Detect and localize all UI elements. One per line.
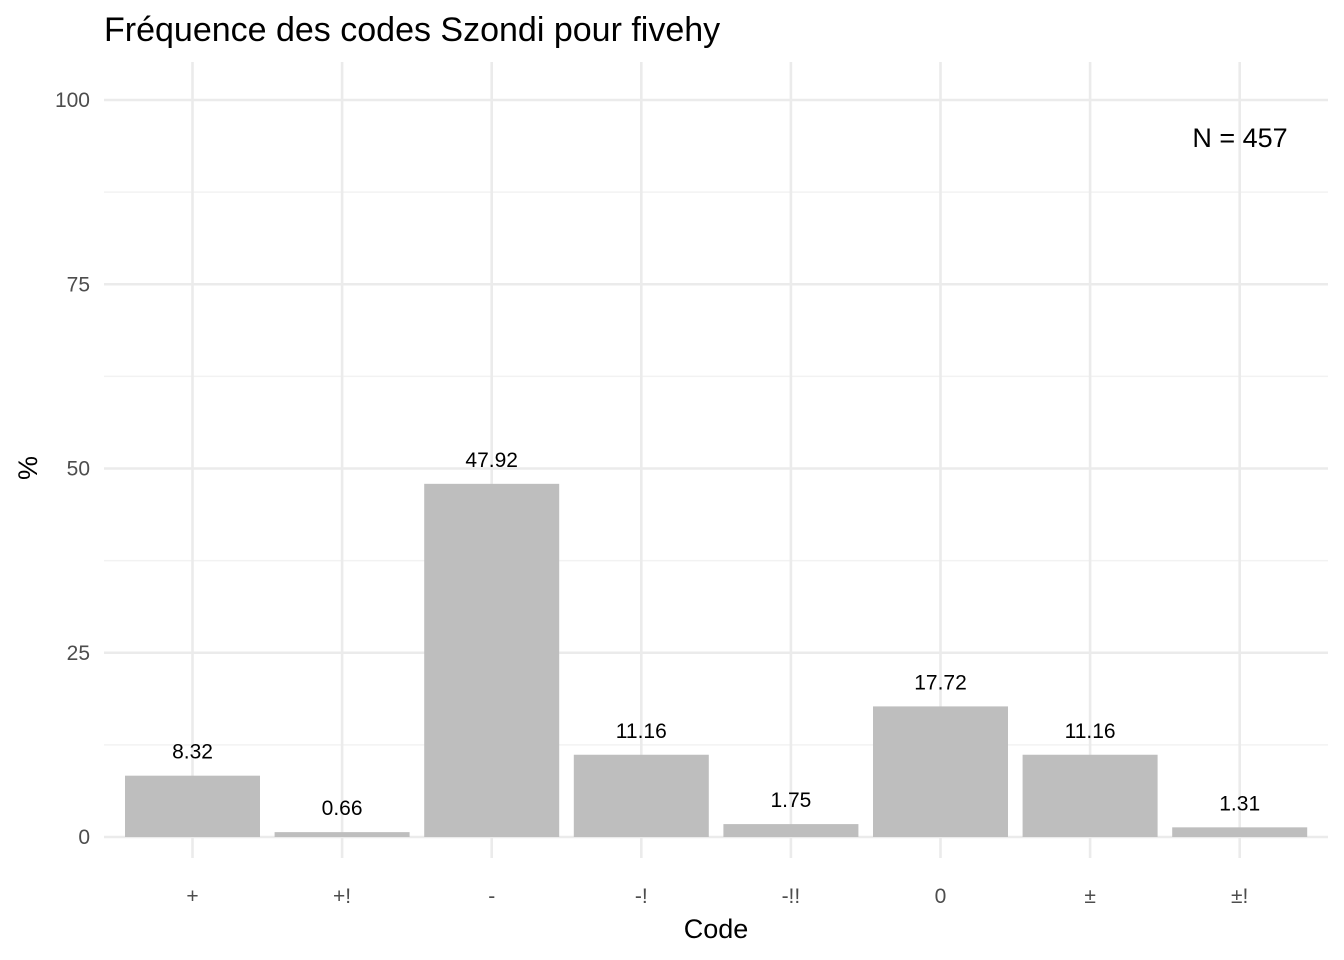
y-axis-title: %: [13, 456, 43, 480]
bar: [873, 706, 1008, 837]
data-label: 47.92: [465, 449, 518, 472]
data-labels: 8.32 0.66 47.92 11.16 1.75 17.72 11.16 1.31: [172, 449, 1260, 820]
data-label: 11.16: [616, 720, 667, 743]
x-tick-label: +!: [333, 885, 351, 908]
y-tick-label: 75: [67, 273, 90, 296]
x-tick-label: +: [186, 885, 198, 908]
data-label: 17.72: [914, 671, 967, 694]
x-tick-label: -!!: [782, 885, 801, 908]
x-tick-label: ±!: [1231, 885, 1248, 908]
bar: [424, 483, 560, 837]
x-tick-label: ±: [1084, 885, 1096, 908]
data-label: 11.16: [1065, 720, 1116, 743]
y-tick-label: 25: [67, 642, 90, 665]
data-label: 1.31: [1219, 792, 1260, 815]
bar: [1172, 827, 1308, 837]
bar: [723, 824, 859, 837]
y-tick-label: 0: [78, 826, 90, 849]
grid: [104, 62, 1328, 858]
y-tick-label: 100: [55, 89, 90, 112]
bar: [125, 775, 260, 837]
bar: [274, 832, 410, 837]
sample-size-annotation: N = 457: [1192, 123, 1287, 153]
x-axis-title: Code: [684, 914, 749, 944]
chart-title: Fréquence des codes Szondi pour fivehy: [104, 11, 720, 49]
x-tick-label: 0: [935, 885, 947, 908]
x-tick-label: -!: [635, 885, 648, 908]
data-label: 0.66: [322, 797, 363, 820]
data-label: 8.32: [172, 741, 213, 764]
y-tick-label: 50: [67, 458, 90, 481]
data-label: 1.75: [770, 789, 811, 812]
y-axis-ticks: 0 25 50 75 100: [55, 89, 90, 849]
bar: [1022, 754, 1158, 837]
bar: [573, 754, 709, 837]
bars: [125, 483, 1308, 837]
x-tick-label: -: [488, 885, 495, 908]
x-axis-ticks: + +! - -! -!! 0 ± ±!: [186, 885, 1248, 908]
